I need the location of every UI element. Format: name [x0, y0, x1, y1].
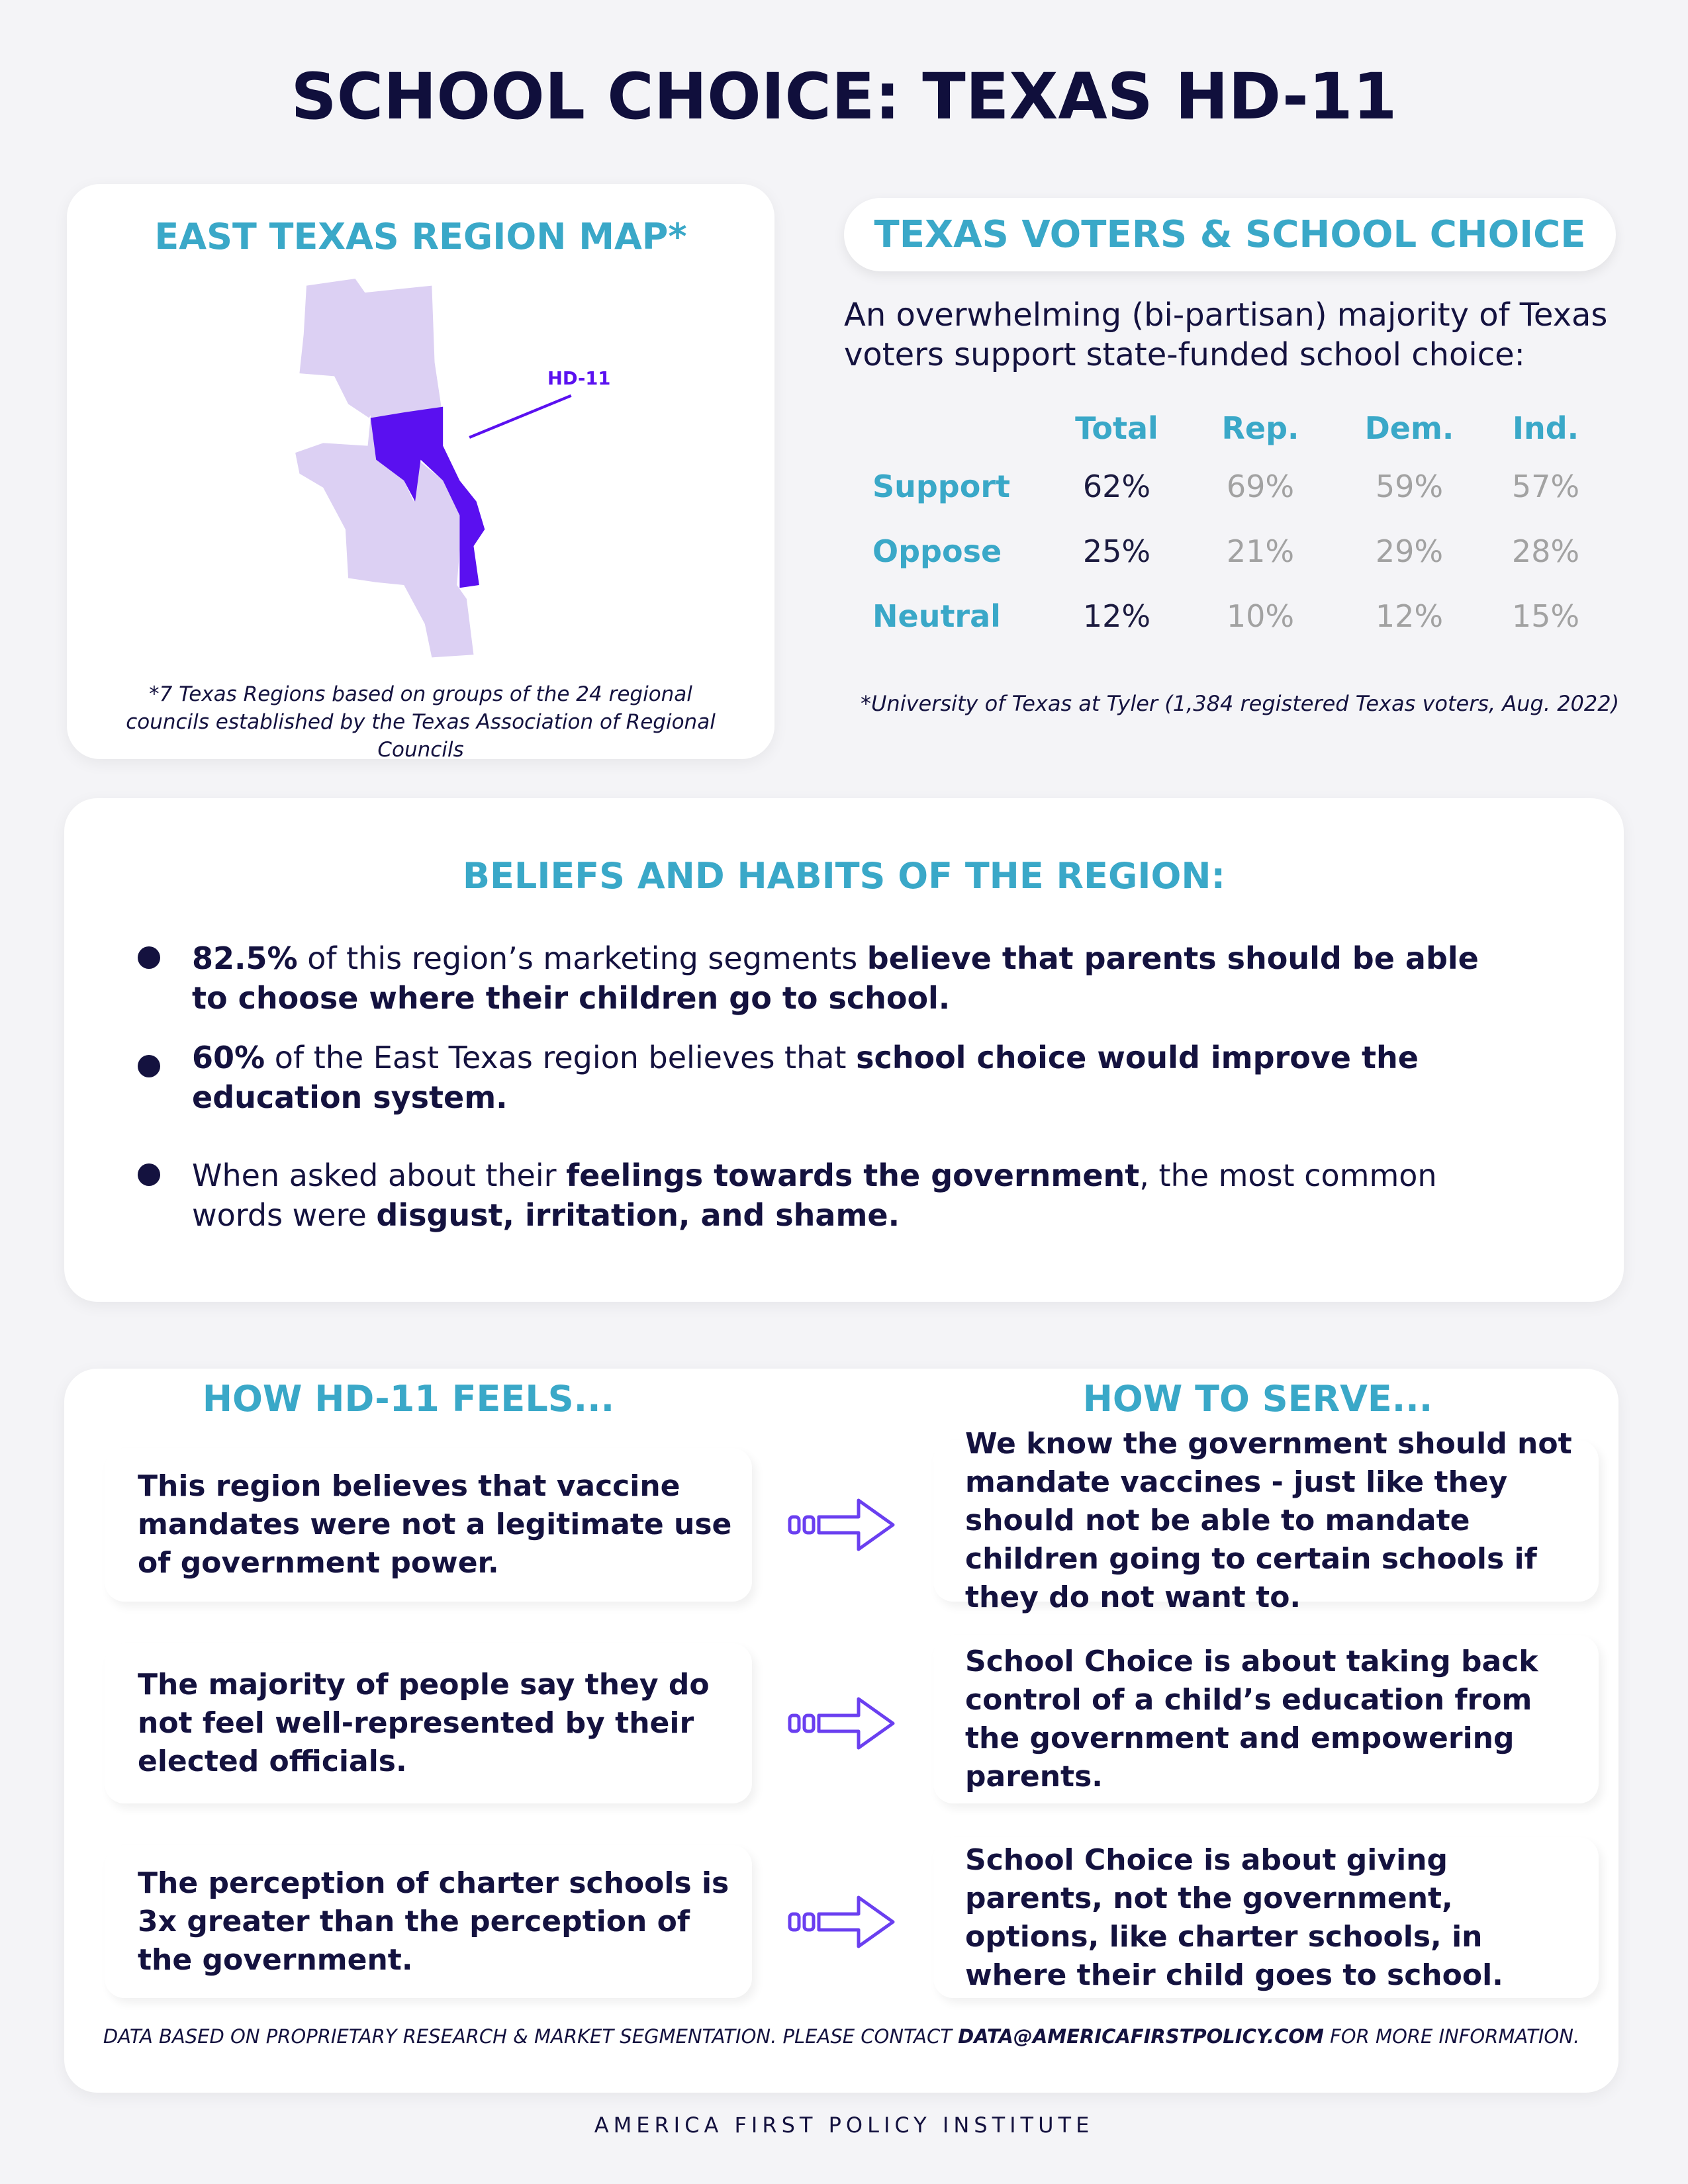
feels-text: This region believes that vaccine mandat…	[138, 1469, 732, 1580]
text-run: DATA BASED ON PROPRIETARY RESEARCH & MAR…	[103, 2025, 959, 2048]
row-label: Neutral	[872, 598, 1001, 634]
belief-item: 82.5% of this region’s marketing segment…	[192, 938, 1503, 1018]
serve-box: We know the government should not mandat…	[933, 1427, 1599, 1614]
serve-text: School Choice is about giving parents, n…	[965, 1843, 1503, 1992]
belief-item: When asked about their feelings towards …	[192, 1156, 1503, 1235]
bullet	[138, 1163, 160, 1186]
leader-line	[469, 394, 572, 439]
arrow-icon	[788, 1895, 895, 1948]
page-title: SCHOOL CHOICE: TEXAS HD-11	[291, 60, 1397, 134]
column-header: Dem.	[1364, 410, 1454, 446]
footer-note: DATA BASED ON PROPRIETARY RESEARCH & MAR…	[64, 2025, 1618, 2048]
serve-text: School Choice is about taking back contr…	[965, 1645, 1538, 1794]
text-run: feelings towards the government	[566, 1158, 1140, 1193]
feels-box: This region believes that vaccine mandat…	[105, 1448, 752, 1602]
row-label: Support	[872, 469, 1011, 504]
column-header: Ind.	[1512, 410, 1579, 446]
serve-text: We know the government should not mandat…	[965, 1427, 1572, 1614]
arrow-icon	[788, 1697, 895, 1750]
arrow-icon	[788, 1498, 895, 1551]
serve-title: HOW TO SERVE...	[1082, 1378, 1433, 1420]
voters-title: TEXAS VOTERS & SCHOOL CHOICE	[874, 213, 1586, 256]
text-run: of this region’s marketing segments	[297, 940, 867, 976]
map-card: EAST TEXAS REGION MAP* HD-11 *7 Texas Re…	[67, 184, 774, 762]
table-cell: 10%	[1226, 598, 1295, 634]
table-cell: 12%	[1082, 598, 1151, 634]
map-label: HD-11	[547, 369, 611, 389]
table-cell: 28%	[1511, 533, 1580, 569]
table-cell: 62%	[1082, 469, 1151, 504]
table-cell: 25%	[1082, 533, 1151, 569]
table-cell: 15%	[1511, 598, 1580, 634]
column-header: Total	[1075, 410, 1158, 446]
text-run: FOR MORE INFORMATION.	[1323, 2025, 1580, 2048]
belief-item: 60% of the East Texas region believes th…	[192, 1038, 1503, 1117]
text-run: DATA@AMERICAFIRSTPOLICY.COM	[958, 2025, 1324, 2048]
table-cell: 21%	[1226, 533, 1295, 569]
text-run: When asked about their	[192, 1158, 567, 1193]
voters-pill: TEXAS VOTERS & SCHOOL CHOICE	[844, 198, 1616, 271]
voters-intro: An overwhelming (bi-partisan) majority o…	[844, 296, 1608, 373]
map-title: EAST TEXAS REGION MAP*	[154, 216, 687, 257]
text-run: of the East Texas region believes that	[265, 1040, 857, 1075]
hd-11-district	[370, 406, 485, 588]
feels-text: The perception of charter schools is 3x …	[138, 1866, 729, 1977]
map: HD-11	[295, 279, 611, 658]
feels-title: HOW HD-11 FEELS...	[202, 1378, 615, 1420]
voters-table: Total Rep. Dem. Ind. Support 62% 69% 59% 57% Oppo…	[0, 0, 1688, 662]
text-run: believe that parents should be able to c…	[192, 940, 1479, 1016]
text-run: 82.5%	[192, 940, 298, 976]
footer-org: AMERICA FIRST POLICY INSTITUTE	[594, 2113, 1094, 2138]
feels-text: The majority of people say they do not f…	[138, 1668, 710, 1778]
bullet	[138, 1055, 160, 1077]
text-run: school choice would improve the educatio…	[192, 1040, 1419, 1115]
text-run: disgust, irritation, and shame.	[376, 1197, 900, 1233]
serve-box: School Choice is about taking back contr…	[933, 1635, 1599, 1803]
east-texas-region	[295, 279, 474, 658]
table-cell: 69%	[1226, 469, 1295, 504]
table-cell: 29%	[1375, 533, 1444, 569]
table-cell: 12%	[1375, 598, 1444, 634]
text-run: 60%	[192, 1040, 265, 1075]
serve-box: School Choice is about giving parents, n…	[933, 1837, 1599, 1998]
table-cell: 59%	[1375, 469, 1444, 504]
row-label: Oppose	[872, 533, 1002, 569]
voters-source: *University of Texas at Tyler (1,384 reg…	[861, 691, 1620, 716]
map-note: *7 Texas Regions based on groups of the …	[126, 682, 716, 762]
bullet	[138, 946, 160, 969]
text-run: , the most common words were	[192, 1158, 1437, 1233]
table-cell: 57%	[1511, 469, 1580, 504]
beliefs-card	[64, 798, 1624, 1302]
feels-box: The majority of people say they do not f…	[105, 1643, 752, 1803]
column-header: Rep.	[1221, 410, 1299, 446]
beliefs-title: BELIEFS AND HABITS OF THE REGION:	[462, 855, 1226, 897]
feels-box: The perception of charter schools is 3x …	[105, 1845, 752, 1998]
